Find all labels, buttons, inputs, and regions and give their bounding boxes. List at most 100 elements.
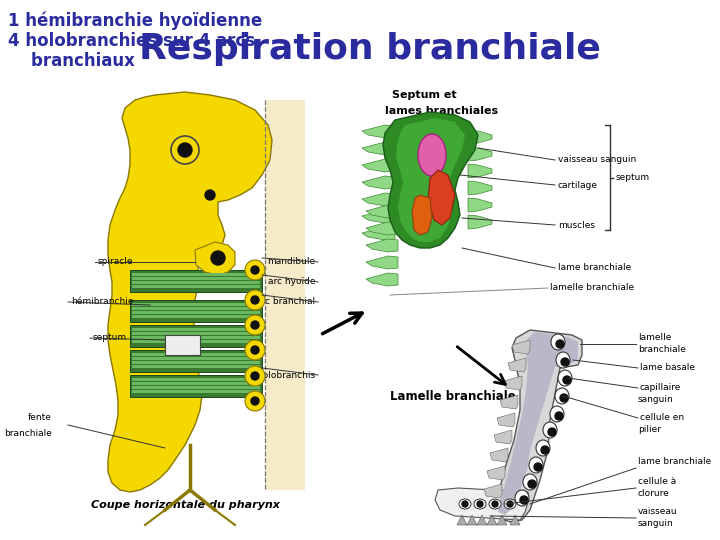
Polygon shape [457,515,467,525]
Polygon shape [510,515,520,525]
Polygon shape [132,273,260,275]
Circle shape [477,501,483,507]
Text: cartilage: cartilage [558,180,598,190]
Polygon shape [132,378,260,381]
Text: Coupe horizontale du pharynx: Coupe horizontale du pharynx [91,500,279,510]
Circle shape [251,346,259,354]
Circle shape [462,501,468,507]
Polygon shape [132,390,260,393]
Circle shape [251,397,259,405]
Circle shape [251,372,259,380]
Polygon shape [362,176,395,189]
Polygon shape [508,358,526,372]
Circle shape [541,446,549,454]
Ellipse shape [504,499,516,509]
Circle shape [178,143,192,157]
Circle shape [245,260,265,280]
Polygon shape [468,181,492,195]
Ellipse shape [515,490,529,506]
Polygon shape [132,315,260,318]
Circle shape [563,376,571,384]
Polygon shape [468,198,492,212]
Text: septum: septum [616,173,650,183]
Polygon shape [428,170,455,225]
Polygon shape [467,515,477,525]
Text: lames branchiales: lames branchiales [385,106,498,116]
Polygon shape [195,242,235,275]
Circle shape [556,340,564,348]
Text: cellule en: cellule en [640,414,684,422]
Text: branchiale: branchiale [4,429,52,437]
Ellipse shape [489,499,501,509]
Text: lamelle: lamelle [638,333,671,341]
Text: sanguin: sanguin [638,519,674,529]
Polygon shape [362,142,395,155]
Circle shape [520,496,528,504]
Text: arc branchial: arc branchial [256,298,315,307]
Polygon shape [412,195,432,235]
Text: lame branchiale: lame branchiale [638,457,711,467]
Polygon shape [396,118,465,242]
Polygon shape [366,256,398,269]
Polygon shape [132,357,260,360]
Text: holobranchis: holobranchis [257,370,315,380]
Text: Septum et: Septum et [392,90,456,100]
Polygon shape [362,193,395,206]
Text: pilier: pilier [638,426,661,435]
Polygon shape [362,159,395,172]
Text: cellule à: cellule à [638,477,676,487]
Polygon shape [132,281,260,284]
Text: lame branchiale: lame branchiale [558,264,631,273]
Polygon shape [132,361,260,363]
Ellipse shape [474,499,486,509]
Polygon shape [132,303,260,306]
Text: Respiration branchiale: Respiration branchiale [139,32,601,66]
Text: septum: septum [93,334,127,342]
Polygon shape [132,382,260,384]
Polygon shape [484,484,502,498]
Polygon shape [108,92,272,492]
Circle shape [560,394,568,402]
Polygon shape [497,515,507,525]
Polygon shape [366,239,398,252]
Polygon shape [130,325,262,347]
Ellipse shape [543,422,557,438]
Ellipse shape [529,457,543,473]
Polygon shape [132,328,260,330]
Text: mandibule: mandibule [267,258,315,267]
Polygon shape [366,273,398,286]
Polygon shape [132,353,260,355]
Polygon shape [132,336,260,339]
Circle shape [251,321,259,329]
Polygon shape [130,270,262,292]
Polygon shape [366,222,398,235]
Circle shape [171,136,199,164]
Polygon shape [498,332,578,515]
Polygon shape [500,395,518,409]
Ellipse shape [459,499,471,509]
Polygon shape [468,164,492,178]
Text: vaisseau sanguin: vaisseau sanguin [558,156,636,165]
Polygon shape [494,430,512,444]
Text: vaisseau: vaisseau [638,508,678,516]
Polygon shape [468,147,492,161]
Polygon shape [383,112,478,248]
Text: sanguin: sanguin [638,395,674,404]
Ellipse shape [555,388,569,404]
Circle shape [251,266,259,274]
Circle shape [245,315,265,335]
Circle shape [245,290,265,310]
Text: arc hyoïde: arc hyoïde [268,278,315,287]
Circle shape [507,501,513,507]
Text: capillaire: capillaire [640,383,681,393]
Text: muscles: muscles [558,220,595,230]
Polygon shape [130,300,262,322]
Text: hémibranchie: hémibranchie [71,298,133,307]
Ellipse shape [418,134,446,176]
Text: lame basale: lame basale [640,363,695,373]
Circle shape [561,358,569,366]
Circle shape [548,428,556,436]
Polygon shape [366,205,398,218]
Text: branchiaux: branchiaux [8,52,135,70]
Polygon shape [165,335,200,355]
